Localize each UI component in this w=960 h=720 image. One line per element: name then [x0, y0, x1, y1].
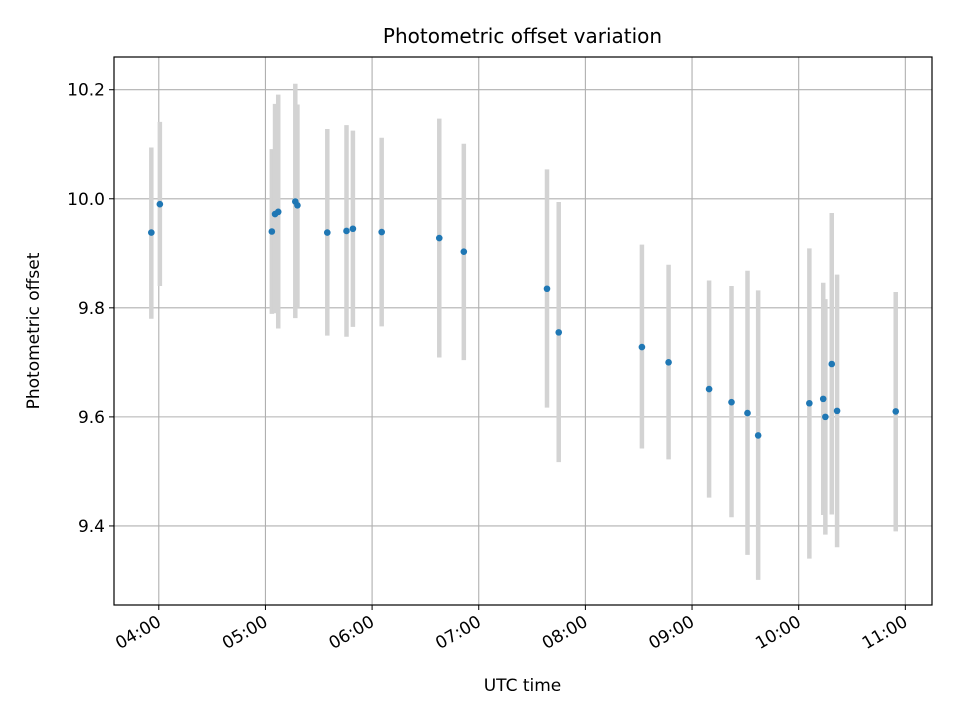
data-points — [148, 198, 900, 439]
y-axis-ticks: 9.4 9.6 9.8 10.0 10.2 — [67, 81, 114, 537]
data-point — [665, 359, 672, 366]
plot-frame — [113, 56, 933, 606]
data-point — [822, 413, 829, 421]
y-tick-label: 9.8 — [78, 299, 105, 319]
data-point — [343, 227, 350, 235]
data-point — [744, 409, 751, 417]
data-point — [833, 407, 841, 415]
y-tick-label: 10.0 — [67, 190, 105, 210]
y-tick-label: 10.2 — [67, 81, 105, 101]
data-point — [728, 398, 735, 406]
data-point — [828, 360, 836, 368]
data-point — [378, 228, 385, 236]
y-axis-label: Photometric offset — [24, 252, 44, 409]
data-point — [754, 432, 762, 439]
data-point — [460, 248, 468, 255]
data-point — [349, 225, 357, 233]
x-axis-label: UTC time — [484, 676, 562, 696]
data-point — [323, 229, 331, 236]
data-point — [294, 202, 301, 209]
data-point — [806, 399, 813, 407]
data-point — [274, 208, 282, 216]
data-point — [435, 234, 443, 242]
data-point — [892, 408, 900, 415]
data-point — [268, 228, 276, 235]
y-tick-label: 9.4 — [78, 517, 105, 537]
data-point — [819, 395, 827, 403]
data-point — [705, 385, 713, 393]
data-point — [156, 200, 164, 208]
data-point — [543, 285, 551, 293]
grid-lines — [114, 57, 932, 605]
chart-title: Photometric offset variation — [383, 24, 662, 48]
y-tick-label: 9.6 — [78, 408, 105, 428]
data-point — [555, 329, 563, 336]
data-point — [148, 229, 155, 236]
data-point — [638, 343, 646, 351]
